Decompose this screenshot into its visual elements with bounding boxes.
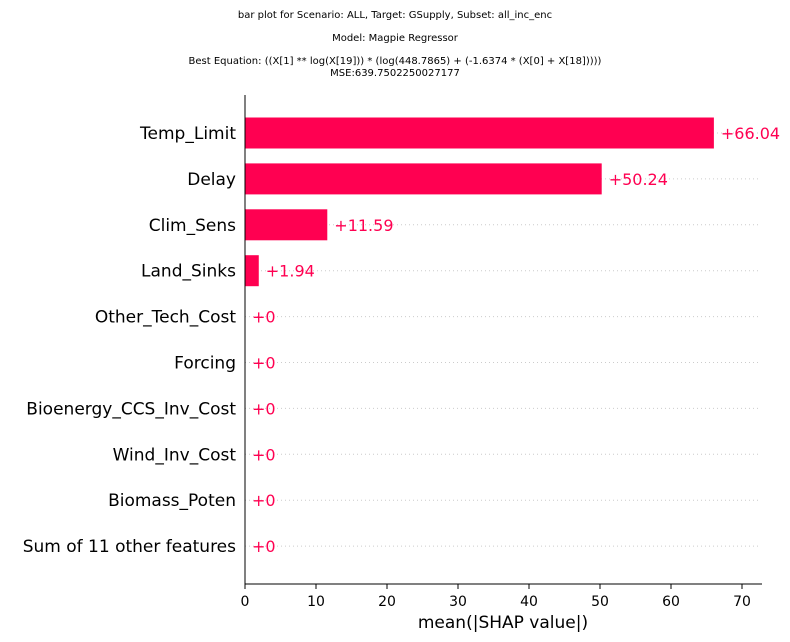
- value-label: +0: [252, 537, 276, 556]
- chart-title-mse: MSE:639.7502250027177: [330, 68, 460, 79]
- x-tick-label: 30: [449, 594, 467, 610]
- bar-0: [245, 117, 714, 149]
- value-label: +66.04: [721, 124, 780, 143]
- category-label: Delay: [187, 170, 236, 190]
- value-label: +0: [252, 445, 276, 464]
- category-label: Biomass_Poten: [108, 491, 236, 511]
- bar-3: [245, 255, 259, 287]
- bar-2: [245, 209, 328, 241]
- value-label: +50.24: [609, 170, 668, 189]
- x-axis-title: mean(|SHAP value|): [418, 613, 588, 633]
- category-label: Sum of 11 other features: [23, 537, 236, 557]
- chart-title-equation: Best Equation: ((X[1] ** log(X[19])) * (…: [188, 56, 602, 67]
- chart-title-model: Model: Magpie Regressor: [332, 33, 458, 44]
- x-tick-label: 50: [591, 594, 609, 610]
- category-label: Clim_Sens: [149, 216, 236, 236]
- chart-title-scenario: bar plot for Scenario: ALL, Target: GSup…: [237, 10, 553, 21]
- x-tick-label: 70: [733, 594, 751, 610]
- value-label: +0: [252, 308, 276, 327]
- value-label: +0: [252, 491, 276, 510]
- category-label: Wind_Inv_Cost: [113, 445, 237, 465]
- value-label: +0: [252, 399, 276, 418]
- category-label: Forcing: [174, 354, 236, 374]
- category-label: Bioenergy_CCS_Inv_Cost: [26, 399, 236, 419]
- x-tick-label: 10: [307, 594, 325, 610]
- category-label: Temp_Limit: [139, 124, 236, 144]
- value-label: +0: [252, 354, 276, 373]
- x-tick-label: 0: [241, 594, 250, 610]
- category-label: Land_Sinks: [141, 262, 236, 282]
- value-label: +1.94: [266, 262, 315, 281]
- value-label: +11.59: [334, 216, 393, 235]
- x-tick-label: 60: [662, 594, 680, 610]
- bar-1: [245, 163, 602, 195]
- x-tick-label: 20: [378, 594, 396, 610]
- x-tick-label: 40: [520, 594, 538, 610]
- category-label: Other_Tech_Cost: [95, 308, 236, 328]
